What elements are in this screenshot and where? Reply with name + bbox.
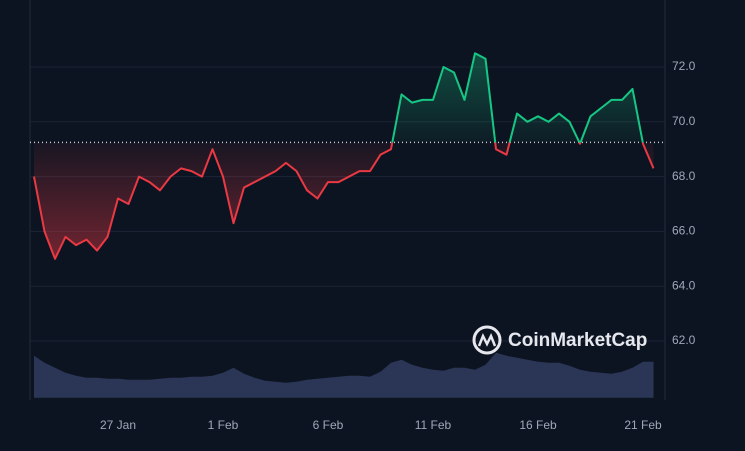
volume-area: [34, 352, 654, 398]
x-tick-label: 16 Feb: [519, 418, 557, 432]
watermark-text: CoinMarketCap: [508, 330, 647, 351]
x-tick-label: 27 Jan: [100, 418, 136, 432]
x-tick-label: 11 Feb: [415, 418, 452, 432]
y-tick-label: 72.0: [672, 59, 696, 73]
x-tick-label: 1 Feb: [208, 418, 239, 432]
logo-mark: [477, 332, 497, 347]
y-tick-label: 68.0: [672, 169, 696, 183]
x-tick-label: 21 Feb: [624, 418, 662, 432]
y-tick-label: 66.0: [672, 224, 696, 238]
plot: 62.0 64.0 66.0 68.0 70.0 72.0 27 Jan 1 Feb 6 Feb…: [30, 52, 696, 432]
y-tick-label: 64.0: [672, 278, 696, 292]
price-line: [33, 52, 655, 260]
logo: [472, 325, 502, 355]
price-area: [34, 53, 654, 259]
watermark: CoinMarketCap: [472, 325, 647, 355]
y-tick-label: 62.0: [672, 333, 696, 347]
x-tick-label: 6 Feb: [313, 418, 344, 432]
y-tick-label: 70.0: [672, 114, 696, 128]
